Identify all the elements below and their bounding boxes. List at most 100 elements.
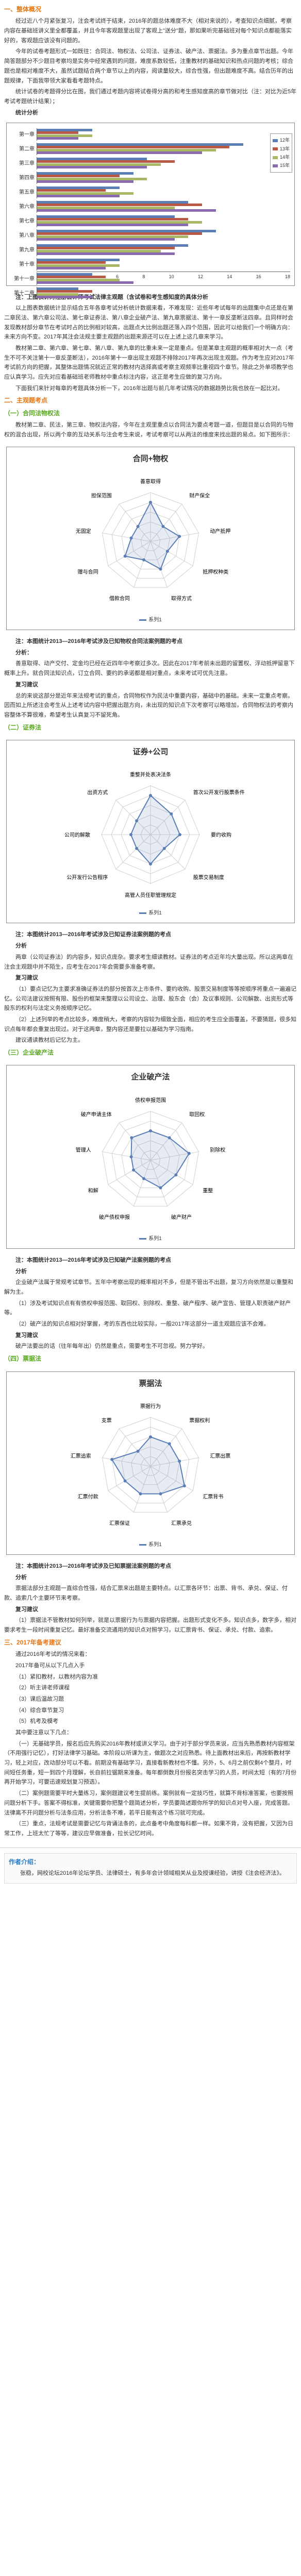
svg-text:赠与合同: 赠与合同 [78, 569, 98, 575]
radar2-legend-label: 系列1 [148, 910, 162, 916]
svg-text:重整并处表决法条: 重整并处表决法条 [130, 771, 171, 778]
s2-a1-p: 善意取得、动产交付、定金均已经在近四年中考察过多次。因此在2017年考前未出题的… [4, 659, 297, 678]
s2-r2-p3: 建议通读教材后记忆为主。 [4, 1036, 297, 1045]
svg-text:担保范围: 担保范围 [91, 492, 112, 499]
s2-a4-p: 票据法部分主观题一直综合性强，结合汇票来出题是主要特点。以汇票各环节：出票、背书… [4, 1584, 297, 1603]
s2-r4-title: 复习建议 [4, 1605, 297, 1615]
s2-a3-title: 分析 [4, 1267, 297, 1277]
s1-p6: 下面我们来针对每章的考题具体分析一下，2016年出题与前几年考试情况的数据趋势比… [4, 384, 297, 394]
svg-text:汇票保证: 汇票保证 [109, 1520, 130, 1527]
radar2-chart: 重整并处表决法条首次公开发行股票条件要约收购股票交易制度高管人员任职管理规定 公开… [42, 762, 259, 907]
radar4-legend-label: 系列1 [148, 1542, 162, 1548]
s2-a4-title: 分析 [4, 1573, 297, 1583]
s2-r3-title: 复习建议 [4, 1331, 297, 1341]
s2-r2-title: 复习建议 [4, 973, 297, 983]
svg-text:别除权: 别除权 [210, 1147, 225, 1154]
svg-text:汇票付款: 汇票付款 [78, 1494, 98, 1500]
svg-text:汇票追索: 汇票追索 [71, 1453, 91, 1460]
radar4-title: 票据法 [11, 1377, 290, 1391]
svg-text:汇票背书: 汇票背书 [203, 1494, 223, 1500]
s3-p3: 其中要注意以下几点： [4, 1728, 297, 1738]
s3-p2: 2017年备可从以下几点入手 [4, 1661, 297, 1671]
svg-text:股票交易制度: 股票交易制度 [193, 874, 224, 881]
stat-title: 统计分析 [4, 108, 297, 118]
sub2-title: （二）证券法 [4, 722, 297, 733]
radar4-chart: 票据行为票据权利汇票出票汇票背书汇票承兑汇票保证汇票付款汇票追索支票 [42, 1394, 259, 1538]
svg-text:管理人: 管理人 [76, 1147, 91, 1154]
s1-p1: 经过近八个月紧张复习，注会考试终于结束，2016年的题总体难度不大（相对来说的）… [4, 16, 297, 45]
s2-r2-p1: （1）要点记忆为主要求准确证券法的部分按首次上市条件、要约收购、股票交易制度等等… [4, 985, 297, 1013]
bar-chart-container: 第一章第二章第三章第四章第五章第六章第七章第八章第九章第十章第十一章第十二章 0… [6, 123, 295, 285]
svg-text:出资方式: 出资方式 [87, 789, 108, 796]
sub4-title: （四）票据法 [4, 1353, 297, 1364]
s2-note2: 注：本图统计2013—2016年考试涉及已知物权合同法案例题的考点 [4, 637, 297, 647]
s1-p3: 统计试卷的考题得分比在图，我们通过考题内容将试卷得分高的和考生感知度高的章节做对… [4, 87, 297, 106]
svg-text:借款合同: 借款合同 [109, 595, 130, 602]
svg-text:取回权: 取回权 [189, 1111, 205, 1117]
author-title: 作者介绍： [9, 1858, 40, 1866]
section2-title: 二、主观题考点 [4, 395, 297, 405]
radar1-legend: 系列1 [11, 616, 290, 624]
s2-r4-p: （1）票据法不管教材如何列举，就是以票据行为与票据内容把握。出题形式变化不多。知… [4, 1616, 297, 1635]
s2-a2-title: 分析 [4, 941, 297, 951]
svg-text:高管人员任职管理规定: 高管人员任职管理规定 [125, 892, 176, 899]
s2-a2-p: 两章（公司证券法）的内容多，知识点庞杂。要求考生细读教材。证券法的考点近年均大量… [4, 953, 297, 972]
s2-note5: 注：本图统计2013—2016年考试涉及已知票据法案例题的考点 [4, 1562, 297, 1571]
s2-note4: 注：本图统计2013—2016年考试涉及已知破产法案例题的考点 [4, 1256, 297, 1265]
author-box: 作者介绍： 张稳，网校论坛2016年论坛学员、法律硕士，有多年会计领域相关从业及… [4, 1853, 297, 1884]
s3-p6: （三）重点，法规考试是需要记忆与背诵法条的，此点备考中角度每科都一样。如果不背，… [4, 1819, 297, 1838]
s2-a3-p2: （1）涉及考试知识点有有债权申报范围、取回权、别除权、重整、破产程序、破产宣告、… [4, 1299, 297, 1318]
bar-chart-legend: 12年13年14年15年 [270, 133, 292, 173]
radar1-title: 合同+物权 [11, 452, 290, 466]
s2-note3: 注：本图统计2013—2016年考试涉及已知证券法案例题的考点 [4, 930, 297, 940]
svg-text:取得方式: 取得方式 [171, 595, 192, 602]
svg-text:破产申请主体: 破产申请主体 [81, 1111, 112, 1117]
svg-text:破产财产: 破产财产 [171, 1214, 192, 1221]
bar-chart: 第一章第二章第三章第四章第五章第六章第七章第八章第九章第十章第十一章第十二章 [11, 127, 290, 272]
sub3-title: （三）企业破产法 [4, 1047, 297, 1058]
s3-p1: 通过2016年考试的情况来看： [4, 1650, 297, 1659]
s2-r1-p: 总的来说这部分是近年来法规考试的重点，合同物权作为民法中重要内容，基础中的基础。… [4, 691, 297, 720]
s3-li5: （5）机考及模考 [4, 1717, 297, 1726]
svg-text:首次公开发行股票条件: 首次公开发行股票条件 [193, 789, 245, 796]
s3-li1: （1）紧扣教材，以教材内容为准 [4, 1672, 297, 1682]
svg-text:破产债权申报: 破产债权申报 [99, 1214, 130, 1221]
svg-text:要约收购: 要约收购 [211, 832, 231, 838]
svg-text:无固定: 无固定 [76, 528, 91, 535]
svg-text:汇票出票: 汇票出票 [210, 1453, 230, 1460]
s3-p5: （二）案例题需要平时大量练习，案例题建议考生提前练。案例就有一定技巧性，就算不背… [4, 1789, 297, 1818]
s3-li4: （4）综合章节复习 [4, 1706, 297, 1716]
s2-a1-title: 分析： [4, 648, 297, 658]
radar3-title: 企业破产法 [11, 1071, 290, 1084]
radar3-container: 企业破产法 债权申报范围取回权别除权重整破产财产 破产债权申报 和解 管理人 破产申请主… [6, 1065, 295, 1249]
s2-a3-p1: 企业破产法属于常规考试章节。五年中考察出现的概率相对不多，但是不管出不出题，复习… [4, 1278, 297, 1297]
radar1-chart: 善意取得财产保全动产抵押抵押权种类取得方式借款合同赠与合同无固定担保范围 [42, 469, 259, 614]
svg-text:票据行为: 票据行为 [140, 1403, 161, 1410]
radar1-container: 合同+物权 善意取得财产保全动产抵押抵押权种类取得方式借款合同赠与合同无固定担保… [6, 447, 295, 631]
svg-text:动产抵押: 动产抵押 [210, 528, 230, 535]
radar1-legend-label: 系列1 [148, 617, 162, 623]
svg-text:支票: 支票 [102, 1417, 112, 1423]
svg-text:汇票承兑: 汇票承兑 [171, 1520, 192, 1527]
svg-text:重整: 重整 [203, 1187, 213, 1194]
section3-title: 三、2017年备考建议 [4, 1637, 297, 1648]
section1-title: 一、整体概况 [4, 4, 297, 14]
svg-text:债权申报范围: 债权申报范围 [135, 1097, 166, 1104]
s3-li2: （2）听主讲老师课程 [4, 1683, 297, 1693]
s3-p4: （一）无基础学员，报名后应先购买2016年教材或讲义学习。由于对于部分学员来说，… [4, 1739, 297, 1787]
radar2-legend: 系列1 [11, 909, 290, 918]
radar3-legend: 系列1 [11, 1234, 290, 1243]
s2-r3-p: 破产法要出的话（往年每年出）仍然是重点，需要考生不可忽视。努力学好。 [4, 1342, 297, 1351]
sub1-title: （一）合同法物权法 [4, 408, 297, 418]
svg-text:公开发行公告程序: 公开发行公告程序 [66, 874, 108, 881]
s2-r2-p2: （2）上述列举的考点比较多，难度稍大，考察的内容较为细致全面，相应的考生应全面覆… [4, 1015, 297, 1034]
s2-p1: 教材第二章、民法，第三章、物权法内容，今年在主观里重点以合同法为要点考题一道，但… [4, 420, 297, 439]
author-text: 张稳，网校论坛2016年论坛学员、法律硕士，有多年会计领域相关从业及授课经验，讲… [9, 1869, 292, 1878]
radar3-chart: 债权申报范围取回权别除权重整破产财产 破产债权申报 和解 管理人 破产申请主体 [42, 1088, 259, 1232]
radar4-legend: 系列1 [11, 1540, 290, 1549]
svg-text:财产保全: 财产保全 [189, 492, 210, 499]
svg-text:和解: 和解 [88, 1187, 98, 1194]
svg-text:抵押权种类: 抵押权种类 [203, 569, 228, 575]
s1-p4: 以上图表数据统计显示结合五年各章考试分析统计数据来看，不难发现：近些年考试每年的… [4, 303, 297, 342]
s1-p2: 今年的试卷考题形式一如既往：合同法、物权法、公司法、证券法、破产法、票据法。多为… [4, 47, 297, 86]
